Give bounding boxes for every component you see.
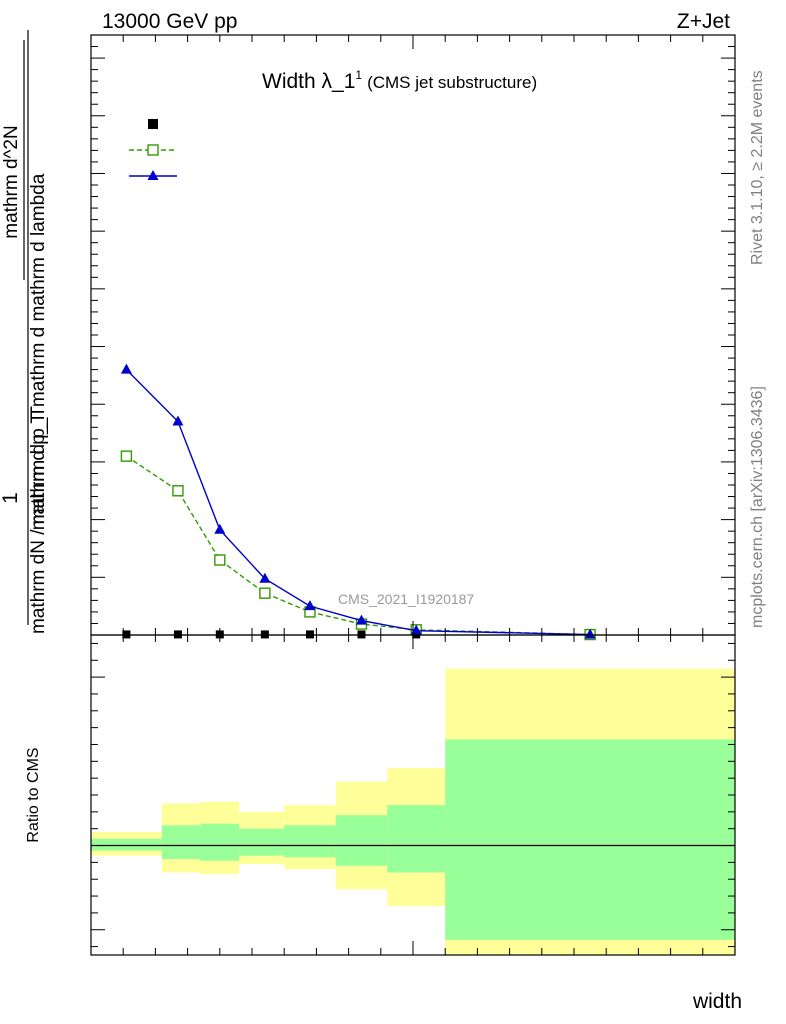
main-plot-frame [90,34,736,636]
ylabel-num-one: 1 [0,492,22,504]
energy-label: 13000 GeV pp [102,10,237,33]
series-1-point-1 [172,485,184,497]
watermark: CMS_2021_I1920187 [338,591,474,607]
legend-marker-1 [147,144,159,156]
series-1-point-3 [259,587,271,599]
series-1 [120,450,596,641]
series-2-point-0 [120,363,132,374]
series-1-line [126,455,591,636]
title-superscript: 1 [355,68,362,82]
series-1-point-2 [214,554,226,566]
main-plot-ticks [90,34,736,636]
ratio-plot: Ratio to CMS width [25,634,742,1013]
rivet-label: Rivet 3.1.10, ≥ 2.2M events [749,70,766,265]
inner-band-bin-1 [161,825,201,859]
series-2-point-7 [584,628,596,639]
series-2-point-3 [259,572,271,583]
series-2-point-1 [172,415,184,426]
inner-band-bin-4 [284,825,336,858]
main-plot-marks [120,363,596,641]
ylabel-den-one: mathrm dN / mathrm d p_T [28,406,49,634]
inner-band-bin-7 [445,739,735,940]
legend [129,119,177,180]
chart-title: Width λ_11 (CMS jet substructure) [262,68,537,93]
inner-band-bin-0 [91,838,162,851]
ratio-y-axis-label: Ratio to CMS [25,747,42,842]
mcplots-label: mcplots.cern.ch [arXiv:1306.3436] [749,386,766,628]
legend-entry-1 [129,144,177,156]
legend-entry-0 [148,119,158,129]
ylabel-den-fraction: mathrm d p_T mathrm d mathrm d lambda [28,173,49,530]
series-2-point-4 [304,600,316,611]
main-plot: Width λ_11 (CMS jet substructure) CMS_202… [0,30,736,641]
inner-band-bin-5 [335,815,388,866]
series-2-point-5 [355,614,367,625]
series-2 [120,363,596,639]
legend-marker-2 [147,170,159,180]
series-1-point-0 [120,450,133,462]
x-axis-label: width [692,990,742,1013]
title-subtitle: (CMS jet substructure) [367,73,537,92]
inner-band-bin-3 [239,828,285,856]
series-2-point-2 [214,523,226,534]
ratio-plot-marks [91,668,735,955]
title-main: Width λ_1 [262,70,355,93]
main-y-axis-label: 1 mathrm d^2N mathrm d p_T mathrm d math… [0,30,49,634]
process-label: Z+Jet [677,10,730,33]
legend-marker-0 [148,119,158,129]
ylabel-num-fraction: mathrm d^2N [1,125,22,238]
ratio-plot-ticks [90,635,736,955]
inner-band-bin-2 [200,823,240,861]
inner-band-bin-6 [387,805,446,873]
series-2-line [125,369,591,636]
legend-entry-2 [129,170,177,180]
